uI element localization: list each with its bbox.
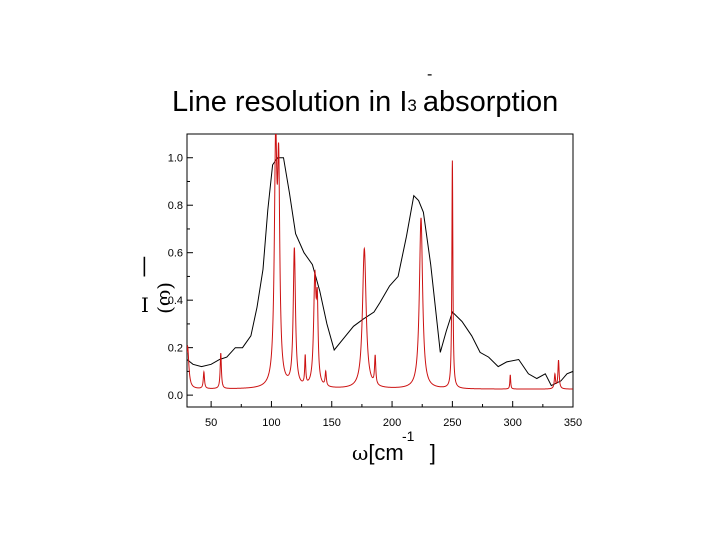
plot-frame (186, 133, 574, 408)
chart-title-main: Line resolution in I (172, 86, 408, 118)
y-tick-label: 0.8 (168, 200, 183, 212)
x-axis-label: ω[cm -1] (352, 428, 436, 466)
x-axis-label-exponent: -1 (402, 428, 415, 444)
y-tick-label: 0.2 (168, 343, 183, 355)
x-tick-label: 250 (443, 417, 461, 429)
series-line-red (187, 134, 573, 390)
y-axis-label: | I (ω) (141, 253, 179, 317)
y-tick-label: 0.6 (168, 248, 183, 260)
y-axis-label-bar: | (141, 253, 148, 278)
chart-title-rest: absorption (422, 86, 559, 118)
x-tick-label: 100 (262, 417, 280, 429)
y-tick-label: 0.0 (168, 390, 183, 402)
x-tick-label: 300 (504, 417, 522, 429)
chart-title-superscript: - (427, 66, 433, 83)
y-axis-label-paren: (ω) (155, 282, 179, 314)
chart-title: Line resolution in I3- absorption (172, 66, 559, 119)
x-axis-ticks: 50 100 150 200 250 300 350 (205, 401, 582, 429)
y-tick-label: 0.4 (168, 295, 183, 307)
series-line-black (187, 157, 573, 387)
chart-title-subscript: 3 (407, 96, 417, 115)
x-tick-label: 150 (323, 417, 341, 429)
x-axis-label-close: ] (429, 440, 436, 465)
y-tick-label: 1.0 (168, 153, 183, 165)
x-axis-label-symbol: ω (352, 441, 369, 465)
x-tick-label: 50 (205, 417, 217, 429)
series-layer (187, 134, 573, 390)
x-axis-label-open: [cm (368, 440, 404, 465)
x-tick-label: 200 (383, 417, 401, 429)
y-axis-ticks: 0.0 0.2 0.4 0.6 0.8 1.0 (168, 153, 193, 402)
x-tick-label: 350 (564, 417, 582, 429)
y-axis-label-i: I (141, 293, 149, 317)
